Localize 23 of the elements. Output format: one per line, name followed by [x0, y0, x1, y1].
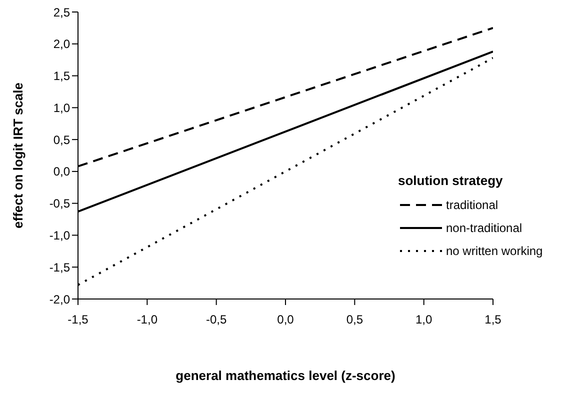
x-tick-label: -1,5 — [68, 312, 89, 327]
x-tick-label: 1,5 — [484, 312, 502, 327]
x-tick-label: -0,5 — [206, 312, 227, 327]
x-tick-label: 0,5 — [346, 312, 364, 327]
legend-title: solution strategy — [398, 173, 504, 188]
x-tick-label: 1,0 — [415, 312, 432, 327]
x-axis-title: general mathematics level (z-score) — [176, 368, 396, 383]
legend-label: non-traditional — [446, 221, 522, 235]
y-axis-title: effect on logit IRT scale — [10, 82, 26, 228]
y-tick-label: -1,0 — [49, 228, 70, 242]
y-tick-label: 0,0 — [53, 164, 70, 179]
legend-label: traditional — [446, 198, 498, 212]
y-tick-label: 1,0 — [53, 100, 70, 115]
y-tick-label: -2,0 — [49, 292, 70, 306]
y-tick-label: 2,5 — [53, 5, 70, 20]
x-tick-label: -1,0 — [136, 312, 158, 327]
legend-label: no written working — [446, 244, 543, 258]
x-tick-label: 0,0 — [277, 312, 294, 327]
y-tick-label: -1,5 — [49, 260, 70, 274]
y-tick-label: 1,5 — [53, 69, 70, 84]
y-tick-label: -0,5 — [49, 196, 70, 211]
y-tick-label: 0,5 — [53, 132, 70, 147]
y-tick-label: 2,0 — [53, 37, 70, 52]
